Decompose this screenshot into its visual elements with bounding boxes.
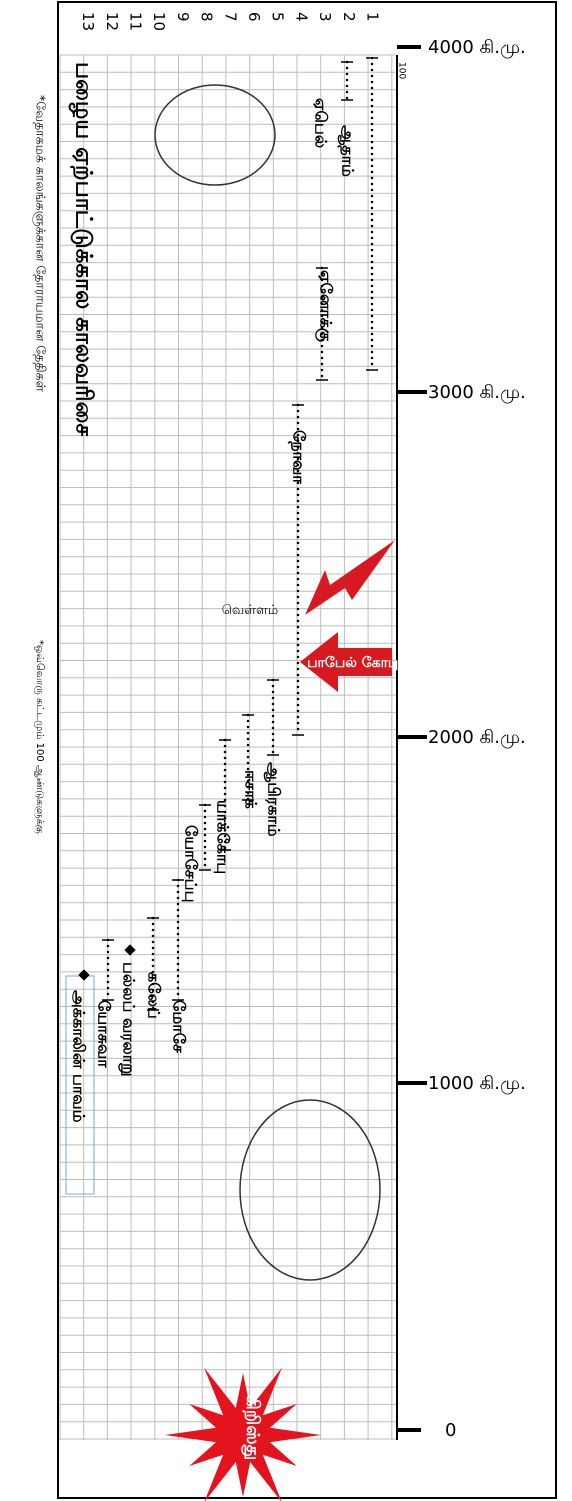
title: பழைய ஏற்பாட்டுக்கால காலவரிசை	[69, 62, 97, 436]
row-number: 1	[364, 12, 382, 22]
axis-tick-label: 3000 கி.மு.	[428, 382, 526, 403]
row-number: 10	[150, 12, 168, 31]
timeline-page: பாபேல் கோபுரம் வெள்ளம் பழைய ஏற்பாட்டுக்க…	[0, 0, 572, 1501]
christ-label: கிறிஸ்து	[241, 1395, 263, 1460]
row-number: 6	[245, 12, 263, 22]
event-label: ஆபிரகாம்	[264, 762, 284, 837]
footnote: *ஒவ்வொரு கட்டமும் 100 ஆண்டுகளுக்கு	[33, 640, 45, 834]
row-number: 12	[103, 12, 121, 31]
event-label: அக்காலின் பாவம்	[70, 990, 89, 1123]
axis-tick	[397, 1428, 421, 1432]
event-label: யாக்கோபு	[214, 800, 233, 874]
axis-tick	[397, 1081, 427, 1085]
axis-tick-label: 4000 கி.மு.	[428, 37, 526, 58]
event-label: மோசே	[170, 1000, 189, 1053]
scale-note: 100	[397, 62, 407, 79]
footnote: *வேதாகமக் காலங்களுக்கான தோராயமான தேதிகள்	[33, 95, 49, 393]
flood-label: வெள்ளம்	[222, 603, 278, 618]
row-number: 7	[221, 12, 239, 22]
event-label: ஆதாம்	[338, 125, 358, 177]
axis-tick	[397, 390, 427, 394]
event-label: நோவா	[289, 430, 309, 484]
row-number: 9	[174, 12, 192, 22]
event-label: ஏனோக்கு	[315, 270, 336, 342]
event-label: ஏபெல்	[312, 98, 331, 148]
axis-tick-label: 0	[445, 1420, 456, 1441]
row-number: 4	[292, 12, 310, 22]
frame	[58, 2, 556, 1498]
axis-tick	[397, 735, 427, 739]
axis-tick	[397, 45, 421, 49]
row-number: 11	[127, 12, 145, 31]
row-number: 3	[316, 12, 334, 22]
event-label: ஈசாக்	[242, 770, 261, 809]
event-label: பல்லப் வரலாறு	[119, 962, 139, 1077]
row-number: 8	[198, 12, 216, 22]
row-number: 2	[340, 12, 358, 22]
babel-label: பாபேல் கோபுரம்	[307, 655, 417, 671]
event-label: யோசேப்பு	[182, 825, 201, 902]
axis-tick-label: 2000 கி.மு.	[428, 727, 526, 748]
row-number: 5	[269, 12, 287, 22]
axis-tick-label: 1000 கி.மு.	[428, 1073, 526, 1094]
event-label: யோசுவா	[95, 1000, 114, 1068]
row-number: 13	[79, 12, 97, 31]
event-label: கலேப்	[145, 972, 164, 1019]
